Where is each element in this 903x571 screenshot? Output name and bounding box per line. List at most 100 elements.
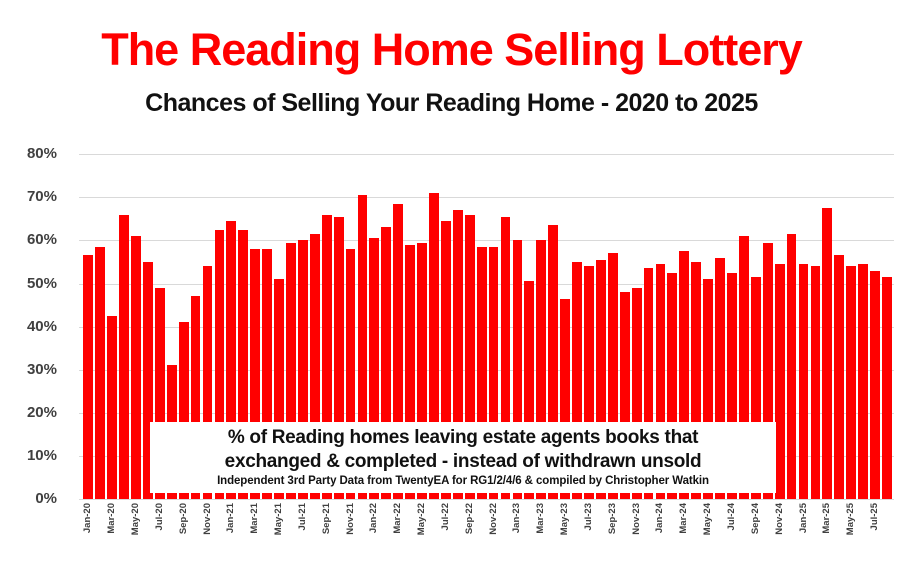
x-axis-label-Jul-23: Jul-23 <box>582 503 594 531</box>
y-axis-label-40%: 40% <box>26 317 57 335</box>
bar-Apr-22 <box>405 244 416 499</box>
bar-Aug-25 <box>882 277 892 499</box>
annotation-line-1: % of Reading homes leaving estate agents… <box>227 427 699 448</box>
x-axis-label-Sep-22: Sep-22 <box>463 503 475 535</box>
bar-Aug-22 <box>452 210 463 499</box>
x-axis-label-Jul-20: Jul-20 <box>153 503 165 531</box>
y-axis-label-30%: 30% <box>26 360 57 378</box>
bar-Jul-20 <box>154 287 165 499</box>
bar-Feb-22 <box>381 227 392 499</box>
x-axis-label-Nov-21: Nov-21 <box>344 503 356 535</box>
bar-Jun-23 <box>572 261 582 499</box>
x-axis-label-Mar-24: Mar-24 <box>678 503 690 534</box>
bar-Oct-20 <box>190 296 201 499</box>
bar-Jul-25 <box>870 270 880 499</box>
bar-Sep-22 <box>464 214 475 499</box>
x-axis-label-May-24: May-24 <box>702 503 714 536</box>
x-axis-label-Sep-20: Sep-20 <box>177 503 189 535</box>
bar-Jan-24 <box>655 264 666 499</box>
bar-Oct-22 <box>476 246 487 499</box>
y-axis-label-60%: 60% <box>26 231 57 249</box>
x-axis-label-Jul-24: Jul-24 <box>725 503 737 531</box>
bar-Apr-23 <box>548 225 559 499</box>
bar-Dec-21 <box>357 195 368 499</box>
bar-Nov-20 <box>202 266 213 499</box>
bar-Apr-25 <box>834 255 845 499</box>
x-axis-label-Jan-23: Jan-23 <box>511 503 523 534</box>
gridline-70% <box>79 197 894 199</box>
bar-Nov-22 <box>488 246 499 499</box>
y-axis-label-80%: 80% <box>26 145 57 163</box>
bar-Dec-23 <box>643 268 654 499</box>
annotation-line-2: exchanged & completed - instead of withd… <box>224 451 702 472</box>
y-axis-label-20%: 20% <box>26 403 57 421</box>
x-axis-label-Jan-21: Jan-21 <box>225 503 237 534</box>
y-axis-label-10%: 10% <box>26 446 57 464</box>
x-axis-label-Mar-20: Mar-20 <box>106 503 118 534</box>
bar-Feb-21 <box>238 229 249 499</box>
gridline-80% <box>79 154 894 156</box>
x-axis-label-May-25: May-25 <box>845 503 857 536</box>
bar-Sep-20 <box>178 322 189 499</box>
x-axis-label-May-22: May-22 <box>416 503 428 536</box>
bar-May-23 <box>560 298 570 499</box>
bar-Dec-22 <box>500 216 511 499</box>
bar-Oct-21 <box>333 216 344 499</box>
bar-Nov-21 <box>345 249 356 499</box>
bar-Dec-20 <box>214 229 225 499</box>
bar-Jul-21 <box>297 240 308 499</box>
bar-Jun-25 <box>858 264 868 499</box>
bar-Jul-23 <box>584 266 594 499</box>
bar-Aug-21 <box>309 233 320 499</box>
bar-Mar-22 <box>393 203 404 499</box>
x-axis-label-Mar-21: Mar-21 <box>249 503 261 534</box>
bar-Sep-24 <box>750 277 761 499</box>
bar-Mar-21 <box>250 249 261 499</box>
bar-Mar-20 <box>107 315 118 499</box>
bar-Dec-24 <box>786 233 797 499</box>
chart-subtitle: Chances of Selling Your Reading Home - 2… <box>145 89 758 117</box>
bar-Jun-24 <box>715 257 725 499</box>
bar-Feb-24 <box>667 272 678 499</box>
bar-Jan-22 <box>369 238 380 499</box>
bar-Jul-22 <box>441 221 451 499</box>
bar-Nov-24 <box>774 264 785 499</box>
bar-Aug-23 <box>595 259 606 499</box>
bar-Oct-24 <box>762 242 773 499</box>
gridline-0% <box>79 499 894 500</box>
bar-Sep-23 <box>607 253 618 499</box>
x-axis-label-Nov-23: Nov-23 <box>630 503 642 535</box>
bar-Sep-21 <box>321 214 332 499</box>
bar-Apr-20 <box>119 214 129 499</box>
bar-May-22 <box>417 242 427 499</box>
bar-May-24 <box>703 279 714 499</box>
annotation-box: % of Reading homes leaving estate agents… <box>150 422 776 493</box>
x-axis-label-Jul-22: Jul-22 <box>439 503 451 531</box>
x-axis-label-Jul-21: Jul-21 <box>296 503 308 531</box>
bar-May-21 <box>274 279 284 499</box>
x-axis-label-Jan-22: Jan-22 <box>368 503 380 534</box>
bar-Jan-20 <box>83 255 94 499</box>
x-axis-label-Sep-23: Sep-23 <box>606 503 618 535</box>
bar-May-20 <box>131 236 141 499</box>
bar-Jul-24 <box>727 272 737 499</box>
bar-Mar-24 <box>679 251 690 499</box>
bar-Apr-24 <box>691 261 702 499</box>
bar-Jun-21 <box>286 242 296 499</box>
bar-Aug-24 <box>739 236 749 499</box>
bar-Nov-23 <box>631 287 642 499</box>
x-axis-label-Sep-24: Sep-24 <box>749 503 761 535</box>
x-axis-label-Jan-24: Jan-24 <box>654 503 666 534</box>
x-axis-label-Sep-21: Sep-21 <box>320 503 332 535</box>
bar-Feb-20 <box>95 246 106 499</box>
bar-Feb-25 <box>810 266 821 499</box>
bar-Feb-23 <box>524 281 535 499</box>
bar-Jan-23 <box>512 240 523 499</box>
annotation-credit: Independent 3rd Party Data from TwentyEA… <box>217 475 709 487</box>
x-axis-label-Jan-25: Jan-25 <box>797 503 809 534</box>
chart-title: The Reading Home Selling Lottery <box>101 24 803 75</box>
bar-Jan-25 <box>798 264 809 499</box>
x-axis-label-Mar-25: Mar-25 <box>821 503 833 534</box>
y-axis-label-70%: 70% <box>26 188 57 206</box>
